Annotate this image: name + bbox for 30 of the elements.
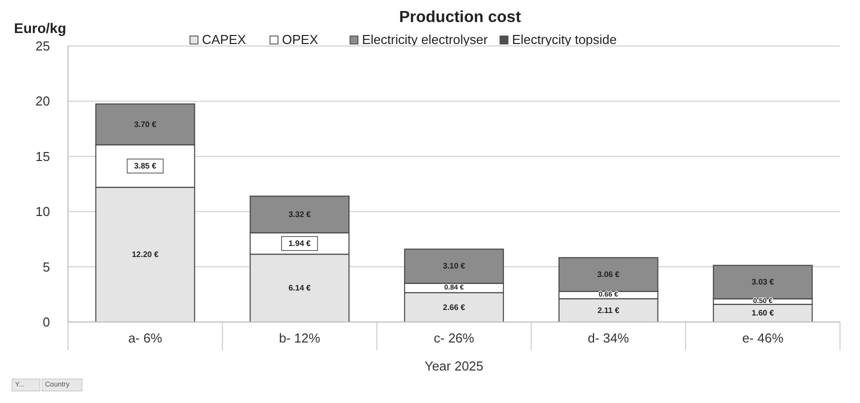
data-label: 3.06 €: [597, 270, 620, 280]
data-label: 1.94 €: [288, 239, 312, 248]
y-tick-label: 5: [42, 259, 50, 274]
data-label: 2.11 €: [597, 306, 620, 315]
y-axis-title: Euro/kg: [14, 20, 66, 36]
data-label: 3.32 €: [288, 210, 312, 219]
y-tick-label: 20: [36, 94, 50, 109]
data-label: 3.10 €: [442, 262, 466, 271]
data-label: 2.66 €: [442, 302, 466, 312]
x-tick-label: d- 34%: [588, 330, 630, 346]
x-tick-label: e- 46%: [742, 330, 784, 346]
legend-label: OPEX: [282, 32, 318, 47]
x-tick-label: a- 6%: [128, 330, 163, 346]
chart-title: Production cost: [399, 9, 522, 26]
x-tick-label: c- 26%: [434, 330, 475, 346]
data-label: 3.70 €: [134, 120, 157, 129]
data-label: 6.14 €: [288, 284, 312, 293]
x-axis-title: Year 2025: [424, 358, 484, 374]
legend-label: CAPEX: [202, 32, 246, 47]
data-label: 12.20 €: [132, 250, 160, 260]
y-tick-label: 25: [36, 38, 50, 54]
legend-label: Electricity electrolyser: [362, 32, 488, 47]
y-tick-label: 15: [36, 148, 50, 164]
x-tick-label: b- 12%: [279, 330, 321, 346]
data-label: 3.85 €: [134, 162, 157, 171]
y-tick-label: 0: [42, 314, 50, 330]
data-label: 1.60 €: [752, 308, 774, 318]
data-label: 3.03 €: [752, 278, 774, 287]
y-tick-label: 10: [36, 204, 50, 220]
legend-label: Electrycity topside: [512, 32, 617, 47]
